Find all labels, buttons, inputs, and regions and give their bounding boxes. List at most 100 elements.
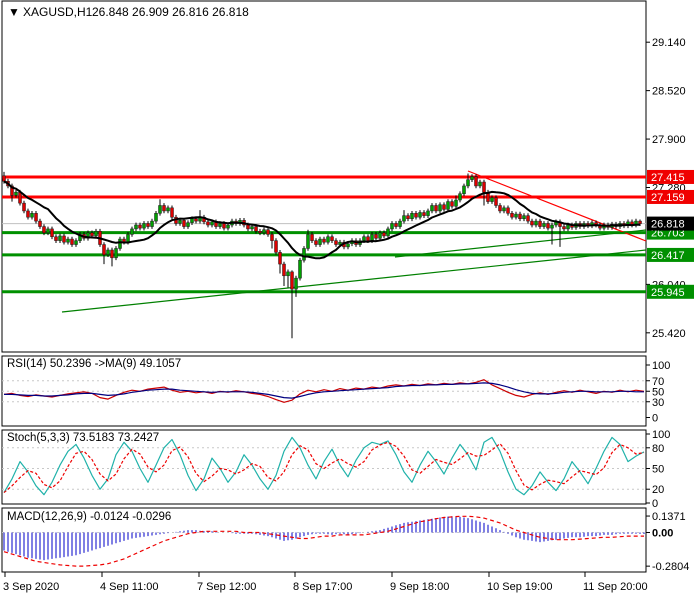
candle-body bbox=[422, 212, 426, 216]
candle-body bbox=[426, 210, 430, 216]
macd-signal-line bbox=[3, 515, 644, 567]
candle-body bbox=[14, 191, 18, 196]
candle-body bbox=[134, 224, 138, 230]
price-scale-label: 27.900 bbox=[652, 134, 686, 146]
candle-body bbox=[374, 234, 378, 239]
price-badge-label: 27.159 bbox=[651, 192, 685, 204]
candle-body bbox=[114, 248, 118, 259]
candle-body bbox=[62, 235, 66, 243]
candle-body bbox=[178, 220, 182, 224]
candle-body bbox=[38, 220, 42, 227]
indicator-scale-label: 0 bbox=[652, 498, 658, 510]
candle-body bbox=[30, 213, 34, 218]
indicator-scale-label: 100 bbox=[652, 360, 670, 372]
candle-body bbox=[170, 207, 174, 218]
main-chart-panel[interactable] bbox=[1, 0, 647, 353]
time-label: 7 Sep 12:00 bbox=[197, 581, 256, 593]
candle-body bbox=[434, 205, 438, 212]
indicator-scale-label: 20 bbox=[652, 484, 664, 496]
price-badge-label: 27.415 bbox=[651, 172, 685, 184]
price-badge bbox=[647, 216, 694, 231]
candle-body bbox=[250, 226, 254, 230]
candle-body bbox=[46, 228, 50, 234]
chart-ohlc-values: 26.848 26.909 26.816 26.818 bbox=[92, 5, 249, 19]
candle-body bbox=[346, 243, 350, 248]
time-label: 11 Sep 20:00 bbox=[583, 581, 648, 593]
candle-body bbox=[194, 218, 198, 222]
stoch-panel[interactable] bbox=[1, 429, 647, 505]
candle-body bbox=[414, 213, 418, 218]
candle-body bbox=[330, 236, 334, 241]
candle-body bbox=[246, 224, 250, 230]
macd-histogram bbox=[3, 516, 645, 561]
price-scale-label: 28.520 bbox=[652, 86, 686, 98]
candle-body bbox=[282, 263, 286, 277]
price-badge bbox=[647, 189, 694, 204]
time-label: 3 Sep 2020 bbox=[3, 581, 59, 593]
price-badge-label: 25.945 bbox=[651, 287, 685, 299]
candle-body bbox=[86, 232, 90, 239]
candle-body bbox=[530, 220, 534, 226]
candle-body bbox=[166, 207, 170, 212]
time-label: 4 Sep 11:00 bbox=[100, 581, 159, 593]
candle-body bbox=[526, 215, 530, 222]
candle-body bbox=[306, 234, 310, 249]
chart-title: XAGUSD,H1 bbox=[23, 5, 93, 19]
candle-body bbox=[126, 234, 130, 243]
candle-body bbox=[42, 226, 46, 234]
candle-body bbox=[218, 223, 222, 227]
time-label: 9 Sep 18:00 bbox=[390, 581, 449, 593]
indicator-scale-label: 100 bbox=[652, 429, 670, 441]
candle-body bbox=[34, 213, 38, 222]
candle-body bbox=[430, 205, 434, 212]
macd-panel[interactable] bbox=[1, 507, 647, 573]
candle-body bbox=[146, 223, 150, 227]
candle-body bbox=[150, 220, 154, 227]
candle-body bbox=[378, 232, 382, 239]
candle-body bbox=[278, 252, 282, 265]
time-label: 8 Sep 17:00 bbox=[293, 581, 352, 593]
candle-body bbox=[402, 215, 406, 222]
price-badge bbox=[647, 247, 694, 262]
trendline[interactable] bbox=[61, 249, 647, 313]
time-axis[interactable]: 3 Sep 2020 4 Sep 11:00 7 Sep 12:00 8 Sep 17… bbox=[3, 572, 648, 593]
candle-body bbox=[50, 228, 54, 237]
candle-body bbox=[190, 218, 194, 223]
macd-scale-label: 0.1371 bbox=[652, 511, 686, 523]
d-line bbox=[3, 441, 645, 494]
indicator-scale-label: 80 bbox=[652, 443, 664, 455]
candle-body bbox=[158, 205, 162, 214]
stoch-panel-border bbox=[1, 429, 647, 505]
candle-body bbox=[366, 236, 370, 241]
candle-body bbox=[18, 191, 22, 204]
candle-body bbox=[458, 193, 462, 201]
price-scale[interactable]: 29.14028.52027.90027.28026.04025.42027.4… bbox=[646, 37, 694, 573]
price-scale-label: 29.140 bbox=[652, 37, 686, 49]
price-scale-label: 25.420 bbox=[652, 328, 686, 340]
candle-body bbox=[222, 223, 226, 229]
candle-body bbox=[254, 226, 258, 232]
indicator-scale-label: 30 bbox=[652, 397, 664, 409]
candle-body bbox=[22, 202, 26, 212]
candle-body bbox=[102, 244, 106, 255]
indicator-scale-label: 50 bbox=[652, 386, 664, 398]
candle-body bbox=[562, 226, 566, 230]
dropdown-icon[interactable]: ▼ bbox=[8, 5, 20, 19]
candle-body bbox=[298, 259, 302, 279]
candle-body bbox=[326, 236, 330, 243]
candle-body bbox=[418, 212, 422, 218]
trendline[interactable] bbox=[394, 229, 647, 258]
candle-body bbox=[518, 213, 522, 220]
candle-body bbox=[130, 228, 134, 235]
candle-body bbox=[54, 236, 58, 241]
candle-body bbox=[74, 240, 78, 245]
candle-body bbox=[270, 234, 274, 241]
candle-body bbox=[206, 221, 210, 226]
candle-body bbox=[490, 197, 494, 202]
candle-body bbox=[522, 215, 526, 220]
candle-body bbox=[258, 231, 262, 234]
candle-body bbox=[510, 213, 514, 218]
trendline[interactable] bbox=[467, 170, 647, 242]
